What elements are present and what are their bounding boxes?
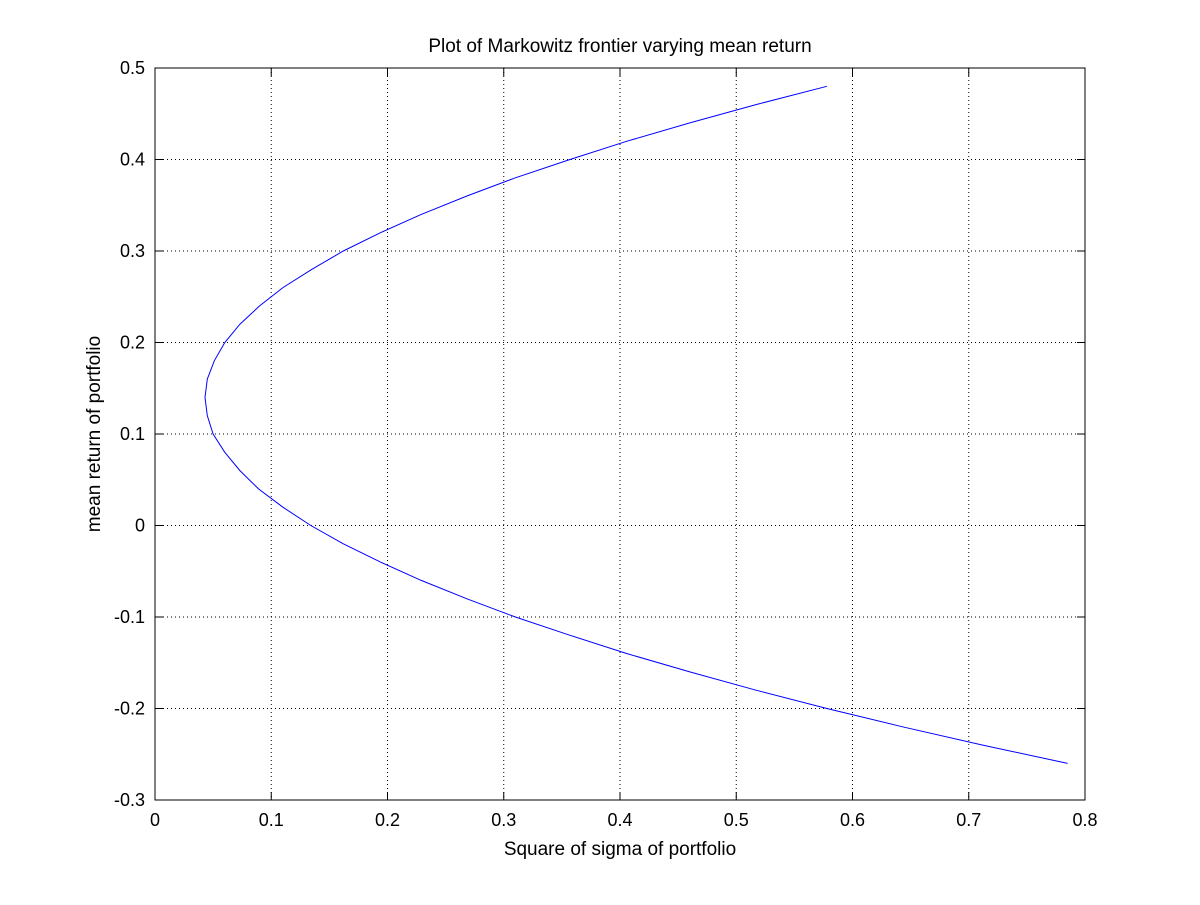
- y-axis-label: mean return of portfolio: [84, 336, 105, 532]
- y-tick-label: -0.1: [114, 607, 145, 627]
- y-tick-label: -0.3: [114, 790, 145, 810]
- y-tick-label: 0.5: [120, 58, 145, 78]
- x-axis-label: Square of sigma of portfolio: [504, 839, 736, 860]
- grid-layer: [155, 68, 1085, 800]
- series-layer: [204, 85, 1068, 764]
- tick-layer: 0 0.1 0.2 0.3 0.4 0.5 0.6 0.7 0.8 -0.3 -0.2 -0.1 0 0.…: [114, 58, 1098, 830]
- y-tick-label: 0: [135, 516, 145, 536]
- x-tick-label: 0.5: [724, 810, 749, 830]
- y-tick-label: 0.3: [120, 241, 145, 261]
- chart-title: Plot of Markowitz frontier varying mean …: [428, 36, 811, 57]
- x-tick-label: 0.8: [1072, 810, 1097, 830]
- x-tick-label: 0.3: [491, 810, 516, 830]
- y-tick-label: 0.4: [120, 150, 145, 170]
- y-tick-label: -0.2: [114, 699, 145, 719]
- y-tick-label: 0.2: [120, 333, 145, 353]
- frontier-line: [204, 85, 1068, 764]
- x-tick-label: 0.6: [840, 810, 865, 830]
- x-tick-label: 0.2: [375, 810, 400, 830]
- x-tick-label: 0: [150, 810, 160, 830]
- x-tick-label: 0.4: [607, 810, 632, 830]
- x-tick-label: 0.7: [956, 810, 981, 830]
- x-tick-label: 0.1: [259, 810, 284, 830]
- y-tick-label: 0.1: [120, 424, 145, 444]
